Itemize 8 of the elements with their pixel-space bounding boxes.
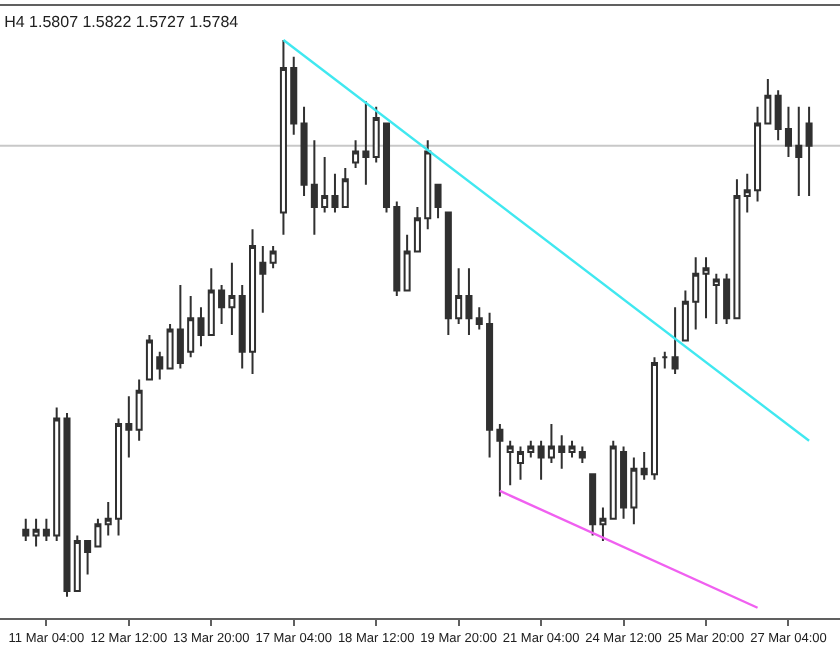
candlestick [22,517,30,542]
candlestick [671,306,679,376]
candlestick [805,105,813,197]
candlestick [661,350,669,370]
candlestick [434,183,442,220]
candlestick [135,378,143,442]
candlestick [269,245,277,270]
chart-title: H4 1.5807 1.5822 1.5727 1.5784 [4,13,240,32]
